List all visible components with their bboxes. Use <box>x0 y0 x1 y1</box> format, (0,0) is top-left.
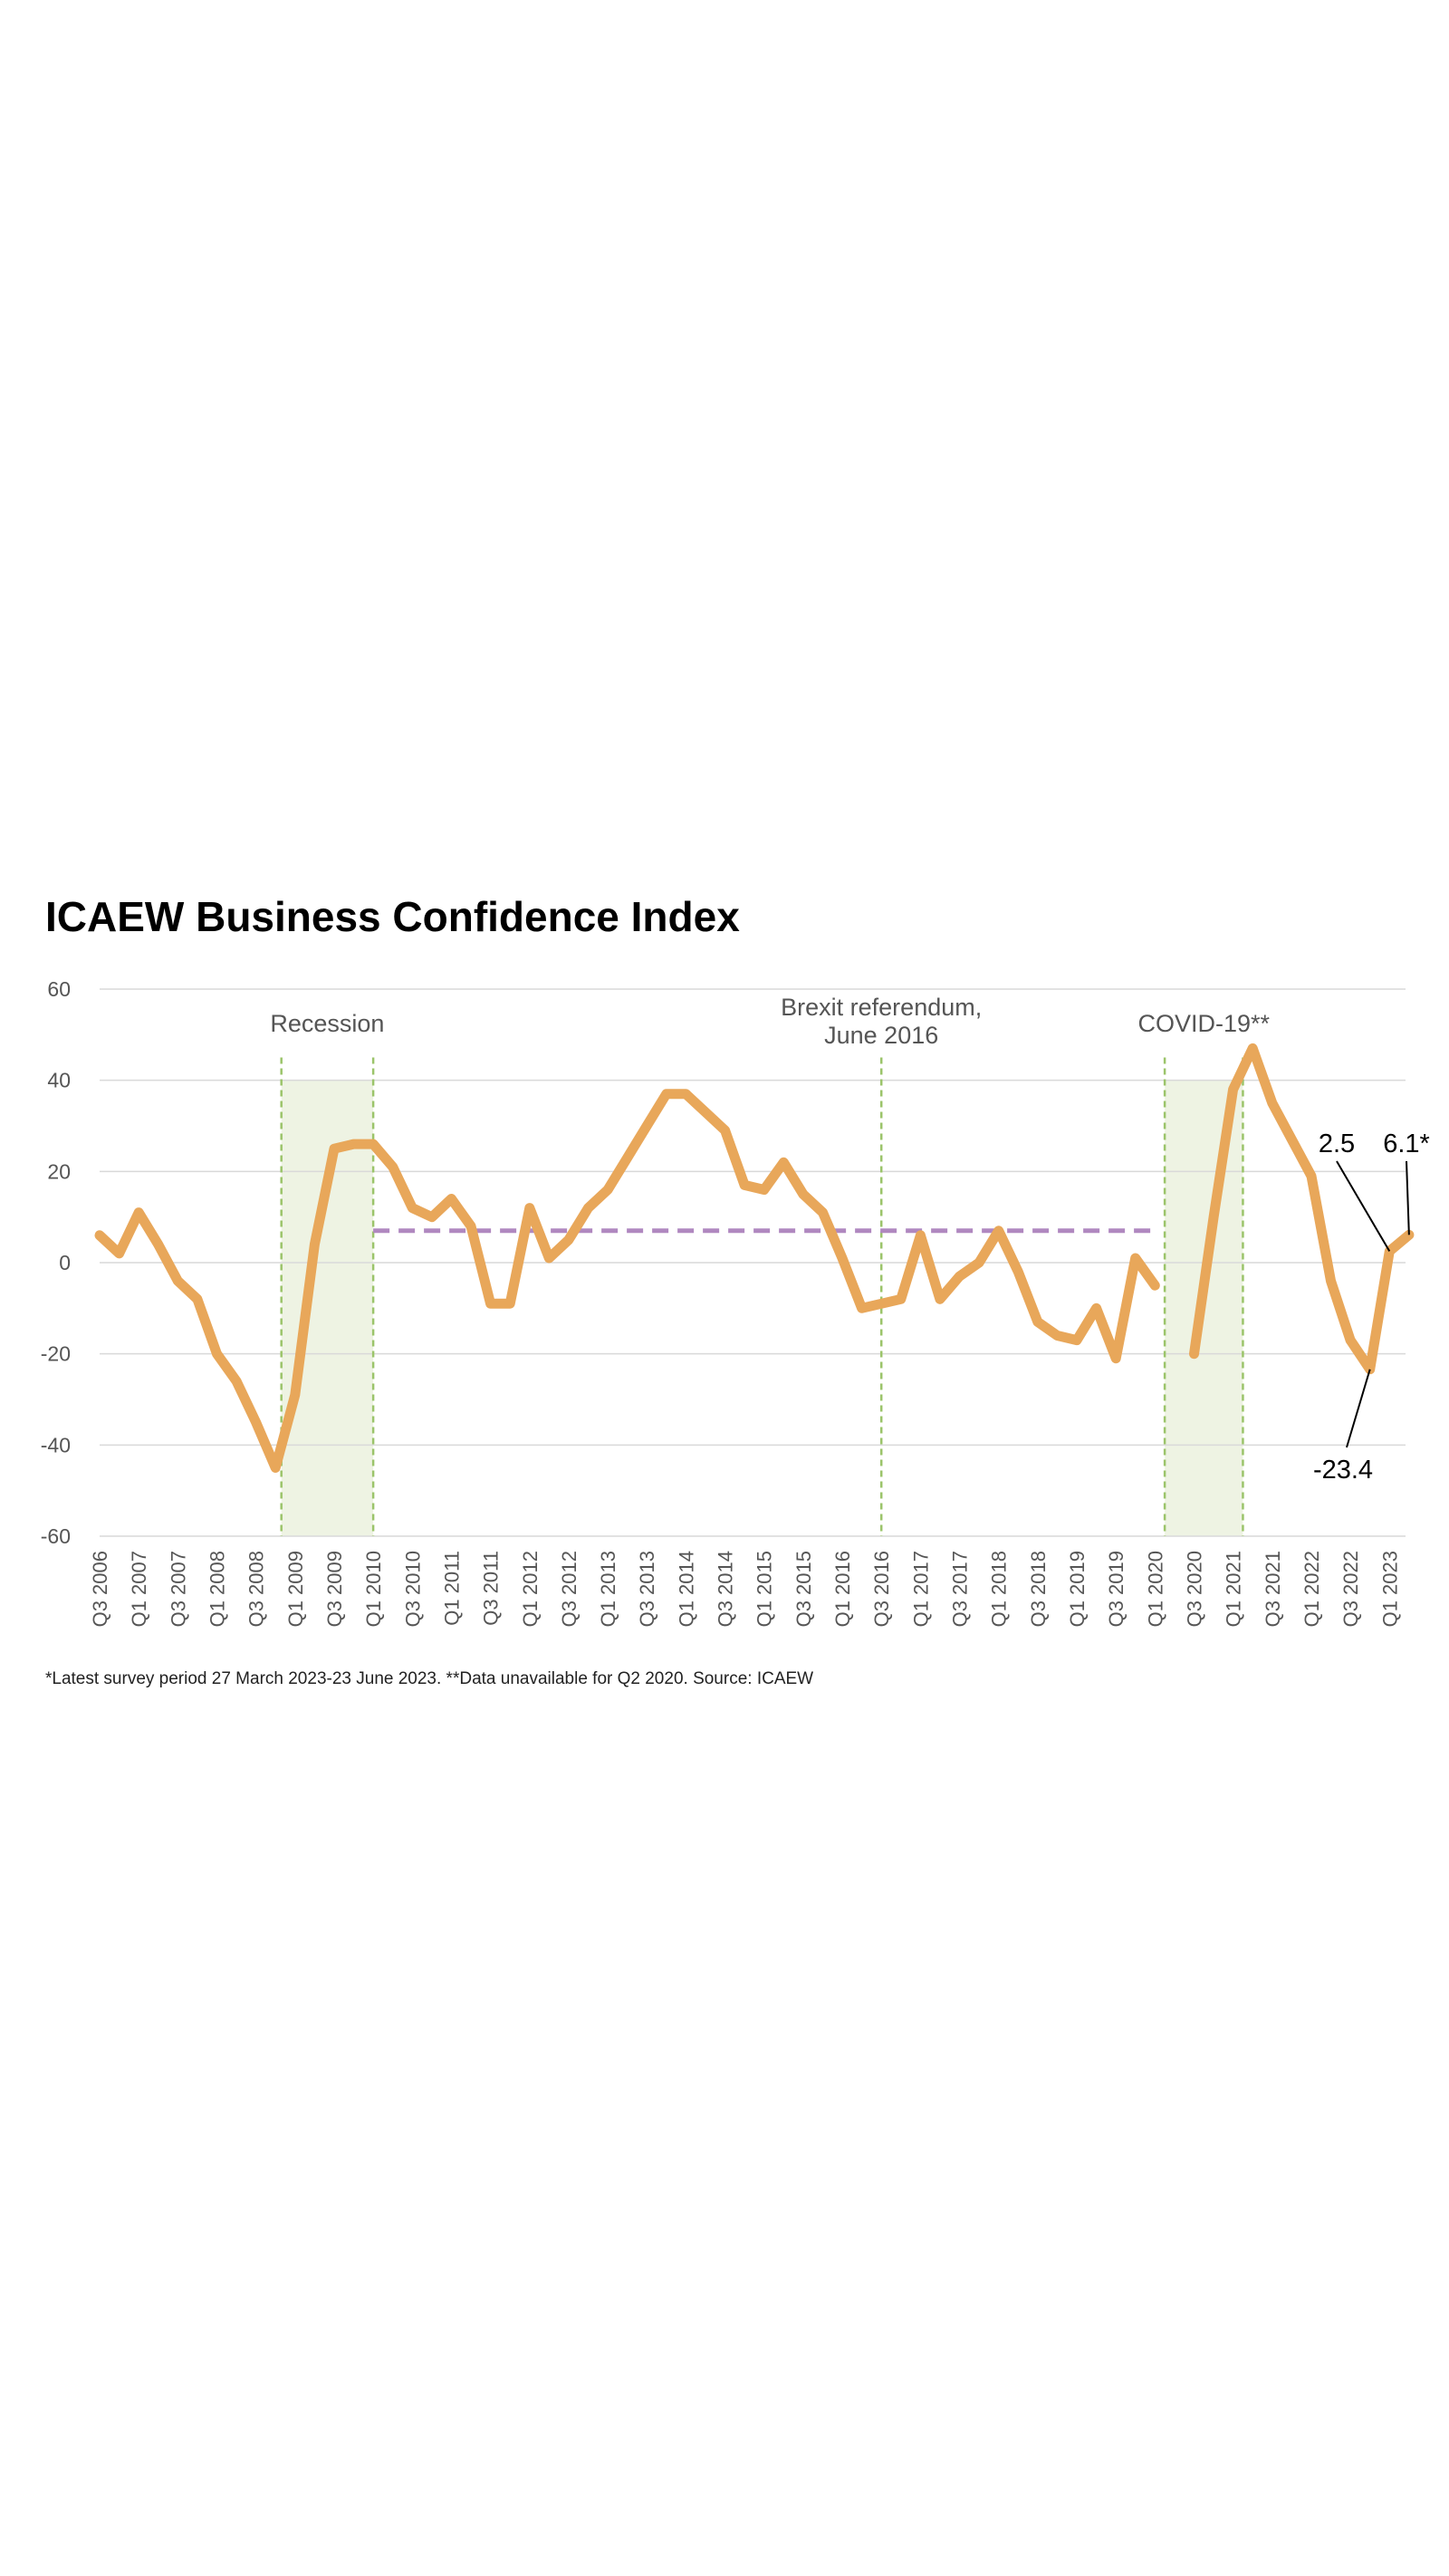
annotation-leader <box>1406 1160 1410 1235</box>
x-tick-label: Q1 2008 <box>206 1551 228 1627</box>
y-tick-label: 0 <box>59 1251 71 1274</box>
annotation-label: 6.1* <box>1383 1129 1430 1158</box>
event-lines <box>280 1057 1244 1536</box>
event-label-line1: Brexit referendum, <box>781 994 982 1021</box>
y-tick-label: 20 <box>47 1159 71 1183</box>
series <box>94 1043 1415 1473</box>
series-line-segment <box>94 1089 1160 1473</box>
x-tick-label: Q3 2012 <box>558 1551 581 1627</box>
x-tick-label: Q1 2017 <box>909 1551 932 1627</box>
x-tick-label: Q3 2021 <box>1262 1551 1284 1627</box>
annotation-label: -23.4 <box>1313 1456 1373 1485</box>
x-tick-label: Q1 2010 <box>362 1551 385 1627</box>
x-tick-label: Q3 2006 <box>89 1551 111 1627</box>
x-tick-label: Q1 2023 <box>1378 1551 1401 1627</box>
x-tick-label: Q3 2022 <box>1339 1551 1362 1627</box>
y-tick-label: -60 <box>41 1524 71 1548</box>
x-tick-label: Q1 2019 <box>1066 1551 1089 1627</box>
y-tick-label: 60 <box>47 977 71 1001</box>
footnote: *Latest survey period 27 March 2023-23 J… <box>45 1669 814 1688</box>
line-chart: -60 -40 -20 0 20 40 60 Q3 2006 Q1 2007 Q3 2007 Q1… <box>41 977 1430 1627</box>
x-tick-label: Q1 2021 <box>1223 1551 1245 1627</box>
x-tick-label: Q1 2020 <box>1144 1551 1166 1627</box>
x-tick-label: Q3 2020 <box>1183 1551 1205 1627</box>
x-tick-label: Q1 2013 <box>597 1551 619 1627</box>
annotations: Recession COVID-19** Brexit referendum,Jun… <box>270 994 1429 1485</box>
x-tick-label: Q3 2016 <box>870 1551 893 1627</box>
annotation-leader <box>1346 1369 1371 1448</box>
x-tick-label: Q3 2017 <box>949 1551 972 1627</box>
x-tick-label: Q1 2007 <box>128 1551 150 1627</box>
x-axis-ticks: Q3 2006 Q1 2007 Q3 2007 Q1 2008 Q3 2008 Q1 20… <box>89 1551 1401 1627</box>
x-tick-label: Q1 2016 <box>831 1551 854 1627</box>
x-tick-label: Q3 2014 <box>715 1551 737 1627</box>
x-tick-label: Q1 2011 <box>440 1551 463 1626</box>
x-tick-label: Q3 2015 <box>792 1551 815 1627</box>
x-tick-label: Q1 2009 <box>284 1551 307 1627</box>
y-tick-label: -20 <box>41 1342 71 1366</box>
x-tick-label: Q1 2015 <box>753 1551 776 1627</box>
x-tick-label: Q3 2013 <box>636 1551 658 1627</box>
annotation-label: 2.5 <box>1319 1129 1355 1158</box>
x-tick-label: Q3 2008 <box>245 1551 268 1627</box>
x-tick-label: Q3 2009 <box>323 1551 346 1627</box>
gridlines <box>100 988 1406 1537</box>
x-tick-label: Q1 2022 <box>1300 1551 1323 1627</box>
x-tick-label: Q1 2012 <box>519 1551 542 1627</box>
period-label-0: Recession <box>270 1010 384 1037</box>
x-tick-label: Q3 2011 <box>480 1551 503 1626</box>
period-label-1: COVID-19** <box>1137 1010 1270 1037</box>
y-tick-label: 40 <box>47 1069 71 1092</box>
series-line-segment <box>1189 1043 1415 1375</box>
x-tick-label: Q1 2014 <box>675 1551 697 1627</box>
x-tick-label: Q3 2019 <box>1105 1551 1128 1627</box>
x-tick-label: Q3 2007 <box>167 1551 189 1627</box>
y-tick-label: -40 <box>41 1433 71 1456</box>
x-tick-label: Q3 2010 <box>401 1551 424 1627</box>
event-label-line2: June 2016 <box>824 1022 938 1049</box>
chart-title: ICAEW Business Confidence Index <box>45 893 740 940</box>
annotation-leader <box>1336 1160 1391 1252</box>
x-tick-label: Q3 2018 <box>1027 1551 1050 1627</box>
x-tick-label: Q1 2018 <box>988 1551 1011 1627</box>
shaded-period-0 <box>281 1080 374 1536</box>
y-axis-ticks: -60 -40 -20 0 20 40 60 <box>41 977 71 1548</box>
